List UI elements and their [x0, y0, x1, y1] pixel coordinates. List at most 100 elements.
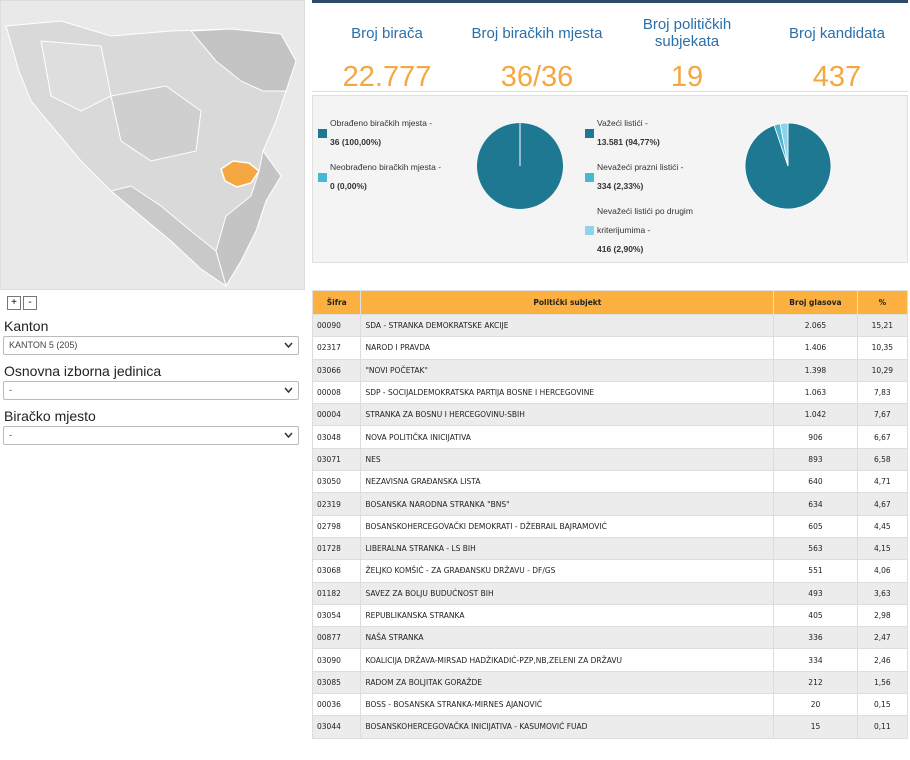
table-cell: 212	[773, 670, 858, 695]
filter-label: Osnovna izborna jedinica	[4, 363, 162, 379]
legend-name: Obrađeno biračkih mjesta -	[330, 118, 433, 128]
table-cell: 1,56	[856, 670, 909, 695]
table-row: 03085 RADOM ZA BOLJITAK GORAŽDE 212 1,56	[311, 670, 909, 695]
table-cell: 03050	[311, 470, 362, 494]
legend-item: Važeći listići - 13.581 (94,77%)	[585, 114, 725, 152]
legend-name: Nevažeći listići po drugim kriterijumima…	[597, 206, 693, 235]
column-header: Politički subjekt	[360, 290, 775, 315]
chevron	[284, 342, 293, 348]
map-region	[40, 40, 112, 112]
table-cell: BOSANSKOHERCEGOVAČKI DEMOKRATI - DŽEBRAI…	[360, 514, 775, 538]
table-cell: NEZAVISNA GRAĐANSKA LISTA	[360, 470, 775, 494]
legend-name: Važeći listići -	[597, 118, 648, 128]
table-cell: NOVA POLITIČKA INICIJATIVA	[360, 425, 775, 449]
filter-label: Biračko mjesto	[4, 408, 96, 424]
table-cell: RADOM ZA BOLJITAK GORAŽDE	[360, 670, 775, 695]
table-cell: 7,83	[856, 380, 909, 405]
pie-slice	[779, 122, 789, 167]
table-cell: KOALICIJA DRŽAVA-MIRSAD HADŽIKADIĆ-PZP,N…	[360, 648, 775, 672]
legend-text: Nevažeći prazni listići - 334 (2,33%)	[597, 158, 683, 196]
table-cell: NES	[360, 447, 775, 472]
dropdown[interactable]: KANTON 5 (205)	[3, 336, 299, 355]
map-selected-region[interactable]	[220, 160, 261, 188]
table-cell: 893	[773, 447, 858, 472]
stat: Broj kandidata 437	[762, 11, 910, 94]
map	[5, 20, 297, 288]
stat-value: 22.777	[342, 61, 432, 93]
chevron-icon	[284, 432, 293, 438]
table-row: 00036 BOSS - BOSANSKA STRANKA-MIRNES AJAN…	[311, 693, 909, 717]
stat: Broj političkih subjekata 19	[612, 11, 762, 94]
table-row: 02319 BOSANSKA NARODNA STRANKA "BNS" 634 4,…	[311, 492, 909, 516]
table-cell: 00877	[311, 626, 362, 650]
dropdown-value: -	[9, 385, 12, 395]
table-row: 01182 SAVEZ ZA BOLJU BUDUĆNOST BIH 493 3,63	[311, 581, 909, 605]
table-cell: "NOVI POČETAK"	[360, 358, 775, 382]
zoom-out-button[interactable]: -	[23, 296, 37, 310]
stat-label: Broj biračkih mjesta	[471, 24, 603, 42]
table-row: 03048 NOVA POLITIČKA INICIJATIVA 906 6,67	[311, 425, 909, 449]
dropdown[interactable]: -	[3, 426, 299, 445]
legend-item: Obrađeno biračkih mjesta - 36 (100,00%)	[318, 114, 458, 152]
table-cell: SDA - STRANKA DEMOKRATSKE AKCIJE	[360, 313, 775, 338]
stat-label: Broj birača	[351, 24, 423, 42]
table-cell: 03085	[311, 670, 362, 695]
map-region	[109, 185, 227, 288]
legend-value: 36 (100,00%)	[330, 137, 382, 147]
legend-value: 0 (0,00%)	[330, 181, 367, 191]
table-cell: 1.063	[773, 380, 858, 405]
table-cell: 4,67	[856, 492, 909, 516]
legend-swatch	[585, 128, 594, 138]
chevron	[284, 387, 293, 393]
stat: Broj birača 22.777	[312, 11, 462, 94]
table-cell: 03066	[311, 358, 362, 382]
table-cell: BOSANSKOHERCEGOVAČKA INICIJATIVA - KASUM…	[360, 715, 775, 739]
table-cell: NAŠA STRANKA	[360, 626, 775, 650]
stats-panel: Broj birača 22.777 Broj biračkih mjesta 36/…	[312, 0, 910, 94]
table-cell: 334	[773, 648, 858, 672]
stat-value: 437	[812, 61, 862, 93]
dropdown[interactable]: -	[3, 381, 299, 400]
stat-label: Broj kandidata	[789, 24, 885, 42]
table-row: 03054 REPUBLIKANSKA STRANKA 405 2,98	[311, 603, 909, 628]
table-row: 03071 NES 893 6,58	[311, 447, 909, 472]
legend: Važeći listići - 13.581 (94,77%) Nevažeći …	[585, 114, 725, 265]
table-cell: 02317	[311, 336, 362, 360]
map-region	[189, 28, 297, 92]
table-row: 02317 NAROD I PRAVDA 1.406 10,35	[311, 336, 909, 360]
zoom-in-button[interactable]: +	[7, 296, 21, 310]
legend-swatch	[585, 226, 594, 235]
table-cell: 1.406	[773, 336, 858, 360]
table-cell: 336	[773, 626, 858, 650]
legend-swatch	[318, 172, 327, 182]
table-row: 00090 SDA - STRANKA DEMOKRATSKE AKCIJE 2.0…	[311, 313, 909, 338]
table-cell: 1.042	[773, 403, 858, 427]
table-row: 03068 ŽELJKO KOMŠIĆ - ZA GRAĐANSKU DRŽAVU…	[311, 559, 909, 583]
table-cell: 4,71	[856, 470, 909, 494]
stat-value: 19	[670, 61, 704, 93]
table-cell: 03054	[311, 603, 362, 628]
table-cell: 02798	[311, 514, 362, 538]
chevron	[284, 432, 293, 438]
table-cell: 10,35	[856, 336, 909, 360]
pie-chart	[744, 122, 832, 210]
charts-panel: Obrađeno biračkih mjesta - 36 (100,00%) Ne…	[312, 95, 908, 263]
table-cell: 640	[773, 470, 858, 494]
legend-text: Važeći listići - 13.581 (94,77%)	[597, 114, 660, 152]
table-cell: REPUBLIKANSKA STRANKA	[360, 603, 775, 628]
table-cell: 2.065	[773, 313, 858, 338]
table-cell: 00090	[311, 313, 362, 338]
legend-item: Nevažeći listići po drugim kriterijumima…	[585, 202, 725, 259]
table-cell: SDP - SOCIJALDEMOKRATSKA PARTIJA BOSNE I…	[360, 380, 775, 405]
table-cell: 1.398	[773, 358, 858, 382]
table-cell: 03071	[311, 447, 362, 472]
table-cell: 15,21	[856, 313, 909, 338]
table-row: 02798 BOSANSKOHERCEGOVAČKI DEMOKRATI - DŽ…	[311, 514, 909, 538]
legend-text: Neobrađeno biračkih mjesta - 0 (0,00%)	[330, 158, 441, 196]
legend-item: Nevažeći prazni listići - 334 (2,33%)	[585, 158, 725, 196]
stat-value: 36/36	[500, 61, 574, 93]
chevron-icon	[284, 342, 293, 348]
table-cell: 15	[773, 715, 858, 739]
table-cell: 01182	[311, 581, 362, 605]
